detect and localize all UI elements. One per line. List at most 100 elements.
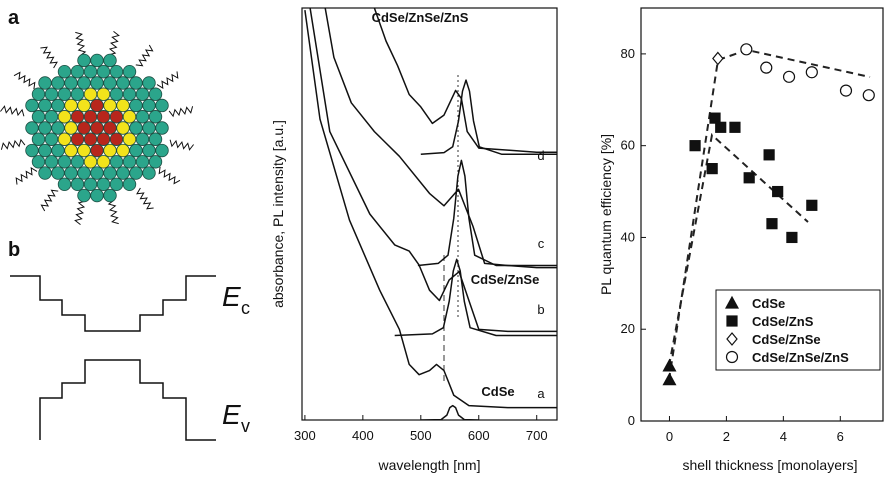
spectrum xyxy=(417,159,557,267)
marker xyxy=(740,43,753,56)
atom xyxy=(25,121,39,135)
atom xyxy=(57,110,72,124)
atom xyxy=(103,53,117,68)
valence-band xyxy=(39,359,216,441)
y-axis-label: PL quantum efficiency [%] xyxy=(598,134,614,295)
x-tick-label: 2 xyxy=(723,429,730,444)
y-tick-label: 20 xyxy=(621,321,635,336)
atom xyxy=(64,166,78,180)
atom xyxy=(148,132,163,146)
atom xyxy=(135,110,150,124)
atom xyxy=(57,177,72,191)
atom xyxy=(103,76,117,90)
ligand xyxy=(156,71,179,89)
atom xyxy=(44,110,59,124)
atom xyxy=(70,87,85,101)
panel-label: a xyxy=(8,7,20,29)
atom xyxy=(90,121,104,135)
atom xyxy=(116,121,130,135)
atom xyxy=(155,121,169,135)
marker xyxy=(709,112,721,124)
marker xyxy=(662,358,677,372)
spectrum xyxy=(420,79,557,156)
atom xyxy=(51,121,65,135)
x-tick-label: 500 xyxy=(410,428,432,443)
atom xyxy=(142,166,156,180)
x-tick-label: 0 xyxy=(666,429,673,444)
atom xyxy=(38,166,52,180)
atom xyxy=(44,132,59,146)
spectrum xyxy=(394,258,557,337)
ligand xyxy=(40,189,59,212)
atom xyxy=(31,132,46,146)
atom xyxy=(77,53,91,68)
marker xyxy=(712,51,724,66)
atom xyxy=(122,132,137,146)
atom xyxy=(103,98,117,113)
marker xyxy=(689,140,701,152)
atom xyxy=(38,76,52,90)
atom xyxy=(122,177,137,191)
legend-marker xyxy=(724,295,740,309)
atom xyxy=(77,98,91,113)
annotation: CdSe/ZnSe/ZnS xyxy=(372,10,469,25)
marker xyxy=(706,163,718,175)
marker xyxy=(782,70,796,83)
atom xyxy=(142,98,156,113)
atom xyxy=(51,98,65,113)
atom xyxy=(122,110,137,124)
marker xyxy=(766,218,778,230)
ligand xyxy=(168,106,194,118)
atom xyxy=(135,155,150,169)
atom xyxy=(109,65,124,79)
atom xyxy=(70,65,85,79)
atom xyxy=(155,143,169,158)
legend-marker xyxy=(726,332,738,346)
atom xyxy=(122,87,137,101)
annotation: d xyxy=(537,148,544,163)
atom xyxy=(129,143,143,158)
marker xyxy=(760,61,773,74)
atom xyxy=(57,132,72,146)
ligand xyxy=(13,71,36,90)
y-axis-label: absorbance, PL intensity [a.u.] xyxy=(270,120,286,308)
atom xyxy=(103,188,117,203)
x-tick-label: 6 xyxy=(837,429,844,444)
marker xyxy=(772,185,784,198)
nanocrystal xyxy=(0,31,194,225)
atom xyxy=(70,132,85,146)
annotation: CdSe xyxy=(481,384,514,399)
atom xyxy=(83,87,98,101)
atom xyxy=(90,143,104,158)
marker xyxy=(763,149,775,161)
atom xyxy=(64,121,78,135)
atom xyxy=(116,76,130,90)
ligand xyxy=(136,187,154,210)
plot-frame xyxy=(640,7,884,422)
ligand xyxy=(0,105,25,117)
atom xyxy=(83,177,98,191)
atom xyxy=(148,110,163,124)
atom xyxy=(109,177,124,191)
annotation: c xyxy=(538,236,545,251)
marker xyxy=(806,199,818,211)
x-tick-label: 400 xyxy=(352,428,374,443)
y-tick-label: 40 xyxy=(621,229,635,244)
atom xyxy=(155,98,169,113)
atom xyxy=(142,121,156,135)
atom xyxy=(31,87,46,101)
annotation: CdSe/ZnSe xyxy=(471,272,540,287)
atom xyxy=(96,65,111,79)
marker xyxy=(743,172,755,184)
atom xyxy=(103,121,117,135)
atom xyxy=(142,143,156,158)
ligand xyxy=(74,200,86,225)
ligand xyxy=(75,31,87,57)
ligand xyxy=(15,167,38,185)
atom xyxy=(44,87,59,101)
spectrum xyxy=(304,9,557,409)
atom xyxy=(129,76,143,90)
atom xyxy=(25,98,39,113)
atom xyxy=(83,110,98,124)
